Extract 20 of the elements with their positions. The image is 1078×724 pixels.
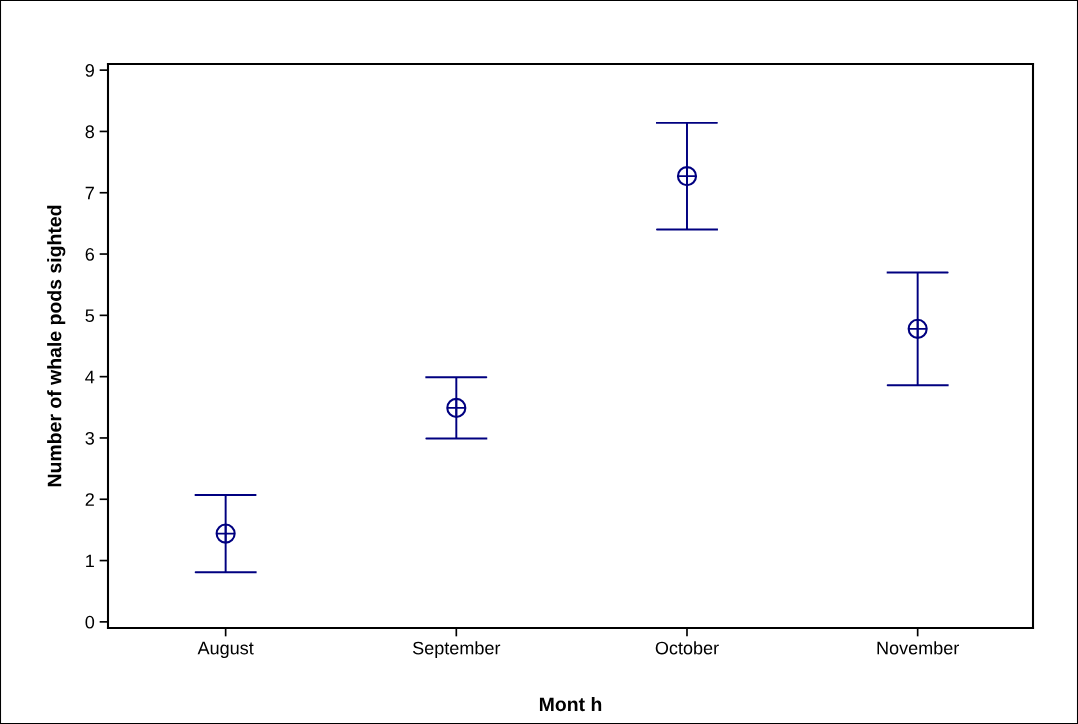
point (676, 166, 698, 187)
x-tick-label: October (655, 641, 719, 655)
y-tick-label: 8 (85, 125, 95, 139)
y-tick-label: 3 (85, 431, 95, 445)
point (446, 397, 467, 418)
x-tick-label: November (877, 641, 960, 655)
x-tick-label: September (412, 641, 501, 659)
x-tick-label: August (197, 641, 254, 659)
y-tick-label: 7 (85, 186, 94, 200)
point (907, 318, 928, 339)
y-tick-label: 1 (86, 554, 94, 568)
y-tick-label: 0 (85, 615, 95, 629)
y-tick-label: 6 (85, 247, 95, 261)
x-axis-title: Mont h (539, 696, 602, 712)
y-tick-label: 9 (85, 64, 94, 77)
y-tick-label: 5 (85, 309, 95, 323)
y-axis-title: Number of whale pods sighted (47, 205, 66, 487)
y-tick-label: 4 (85, 370, 95, 384)
y-tick-label: 2 (85, 493, 94, 506)
point (215, 523, 236, 544)
